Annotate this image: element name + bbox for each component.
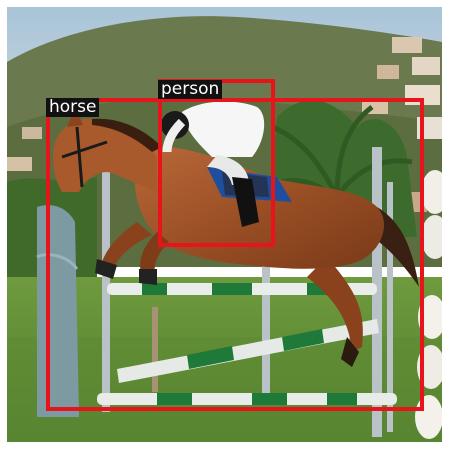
horse-bounding-box <box>46 98 424 411</box>
person-bounding-box <box>158 79 275 247</box>
horse-detection-label: horse <box>46 98 100 117</box>
photo-scene <box>7 7 442 442</box>
person-detection-label: person <box>158 80 223 99</box>
jump-poles <box>97 283 397 405</box>
photo-frame <box>7 7 442 442</box>
jump-standards <box>102 147 393 437</box>
rider-figure <box>161 101 265 227</box>
